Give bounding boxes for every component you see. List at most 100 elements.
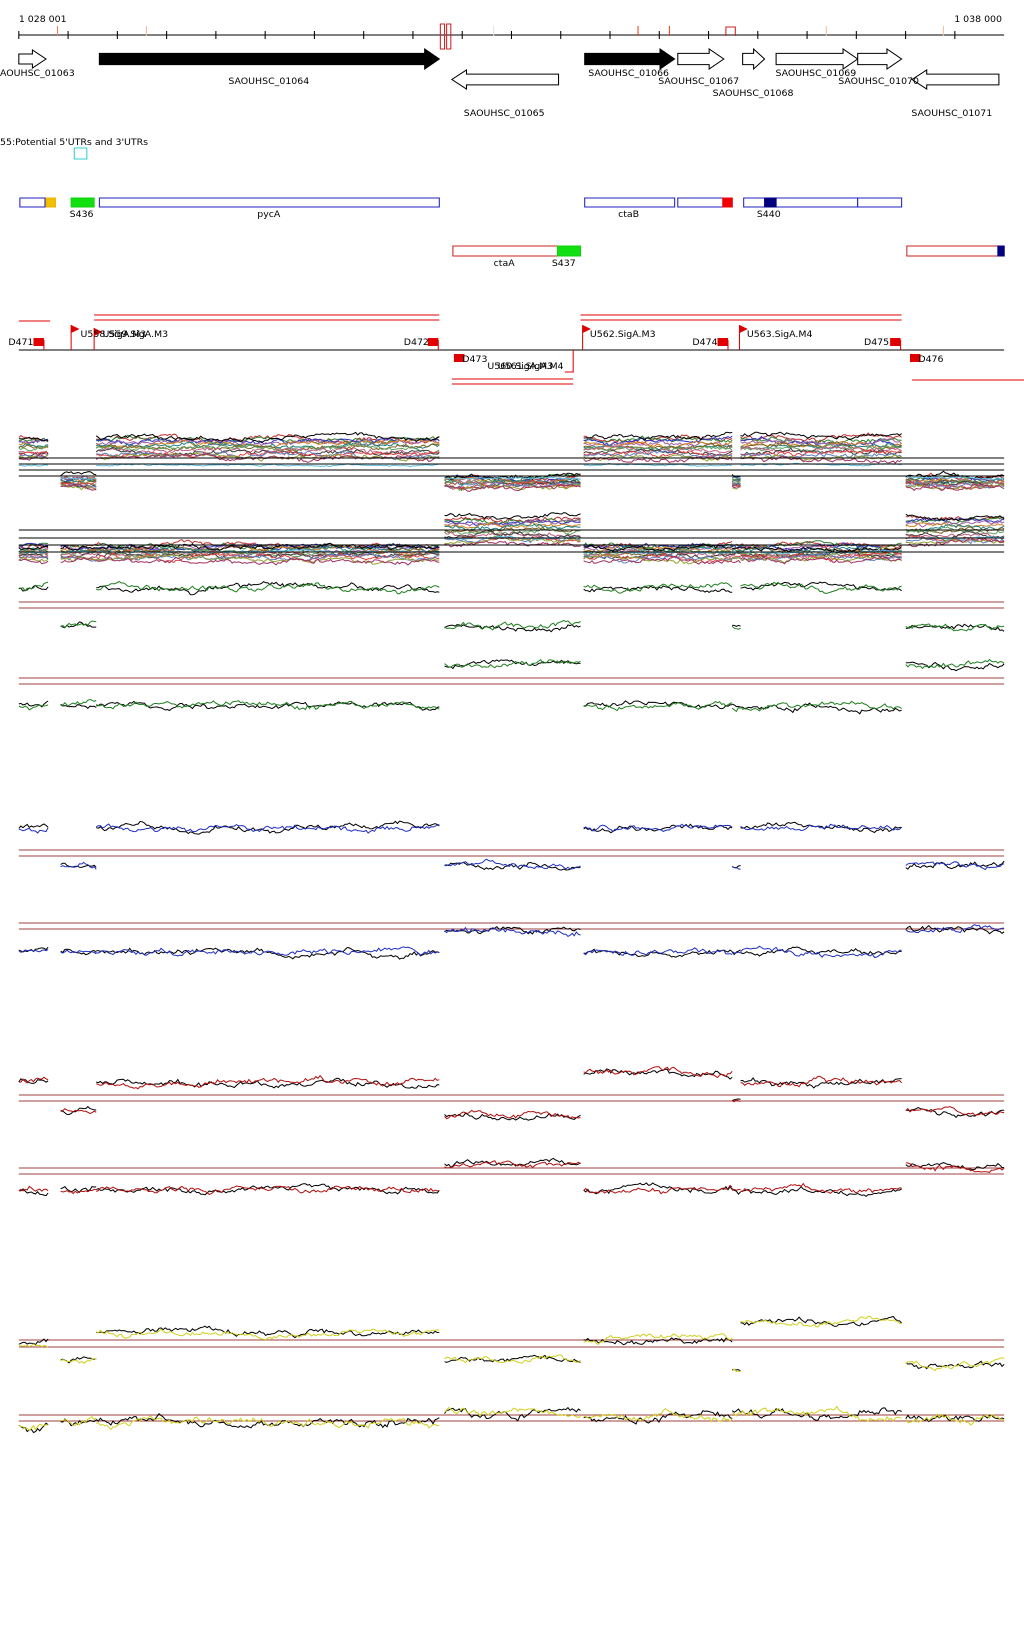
signal-line (95, 431, 440, 444)
gene-arrow (98, 48, 441, 70)
signal-line (60, 1108, 97, 1114)
signal-line (96, 443, 440, 452)
signal-line (905, 623, 1005, 632)
signal-line (18, 948, 49, 953)
signal-line (905, 1162, 1005, 1173)
signal-line (740, 556, 902, 565)
signal-line (18, 556, 49, 562)
utr-flag (564, 350, 574, 373)
signal-line (18, 558, 49, 565)
signal-line (60, 1357, 97, 1364)
gene-arrow (742, 47, 766, 71)
signal-line (18, 437, 49, 442)
feature-box (70, 197, 95, 208)
signal-line (444, 1160, 581, 1169)
signal-line (444, 624, 581, 633)
utr-end (427, 338, 439, 346)
signal-line (18, 704, 49, 711)
signal-line (905, 1414, 1005, 1423)
ruler-mark (725, 26, 736, 36)
signal-line (96, 1074, 440, 1090)
signal-line (444, 518, 581, 528)
signal-line (583, 1333, 733, 1346)
signal-line (583, 543, 733, 552)
signal-line (60, 698, 97, 707)
signal-line (740, 823, 903, 832)
signal-line (583, 553, 733, 565)
feature-label: S437 (552, 258, 576, 269)
signal-line (96, 820, 440, 835)
signal-line (96, 554, 440, 565)
signal-line (905, 1413, 1005, 1426)
signal-line (18, 546, 49, 551)
feature-box (584, 197, 676, 208)
signal-line (444, 1354, 581, 1363)
ruler-end: 1 038 000 (954, 14, 1002, 25)
signal-line (60, 1188, 97, 1195)
signal-line (60, 1105, 97, 1116)
signal-line (905, 482, 1005, 489)
utr-flag (94, 328, 103, 336)
feature-box (743, 197, 859, 208)
feature-box (906, 245, 1005, 257)
signal-line (18, 445, 49, 452)
feature-box (764, 197, 777, 208)
signal-line (905, 476, 1005, 481)
gene-arrow (857, 48, 903, 70)
layout (18, 23, 1024, 1434)
signal-line (731, 1188, 741, 1191)
signal-line (583, 1068, 733, 1080)
signal-line (731, 1368, 741, 1373)
signal-line (583, 1410, 733, 1425)
signal-line (444, 483, 581, 491)
utr-label: U561.SigA.M4 (498, 361, 564, 372)
signal-line (95, 1328, 440, 1341)
signal-line (444, 926, 581, 935)
gene-label: SAOUHSC_01069 (775, 68, 856, 79)
gene-arrow (911, 69, 1000, 90)
signal-line (905, 537, 1005, 548)
gene-label: SAOUHSC_01064 (228, 76, 309, 87)
feature-box (556, 245, 582, 257)
signal-line (905, 538, 1005, 545)
signal-line (740, 946, 902, 957)
signal-line (583, 431, 733, 442)
signal-line (583, 585, 733, 594)
gene-label: SAOUHSC_01066 (588, 68, 669, 79)
signal-line (18, 700, 49, 708)
ruler-start: 1 028 001 (19, 14, 67, 25)
signal-line (18, 547, 49, 553)
signal-line (905, 483, 1005, 490)
signal-line (60, 556, 97, 563)
gene-arrow (677, 48, 725, 70)
signal-line (731, 1408, 741, 1413)
signal-line (95, 823, 440, 834)
signal-line (18, 555, 49, 559)
utr-label: D476 (918, 354, 943, 365)
signal-line (60, 1416, 97, 1426)
signal-line (96, 1415, 440, 1431)
signal-line (444, 519, 581, 527)
utr-flag (739, 325, 748, 333)
signal-line (60, 477, 97, 480)
gene-label: SAOUHSC_01071 (911, 108, 992, 119)
signal-line (731, 625, 741, 630)
utr-label: D475 (864, 337, 889, 348)
signal-line (740, 1185, 902, 1198)
signal-line (96, 1325, 440, 1339)
ruler-mark (439, 23, 446, 50)
gene-arrow (584, 48, 676, 70)
signal-line (583, 582, 733, 594)
signal-line (731, 548, 741, 552)
signal-line (740, 455, 902, 464)
signal-line (444, 512, 581, 520)
signal-line (18, 1076, 49, 1084)
gene-label: SAOUHSC_01067 (658, 76, 739, 87)
signal-line (740, 446, 902, 453)
signal-line (444, 1406, 581, 1419)
utr-end (717, 338, 728, 346)
signal-line (731, 1098, 741, 1103)
signal-line (95, 557, 440, 566)
signal-line (444, 1112, 581, 1121)
